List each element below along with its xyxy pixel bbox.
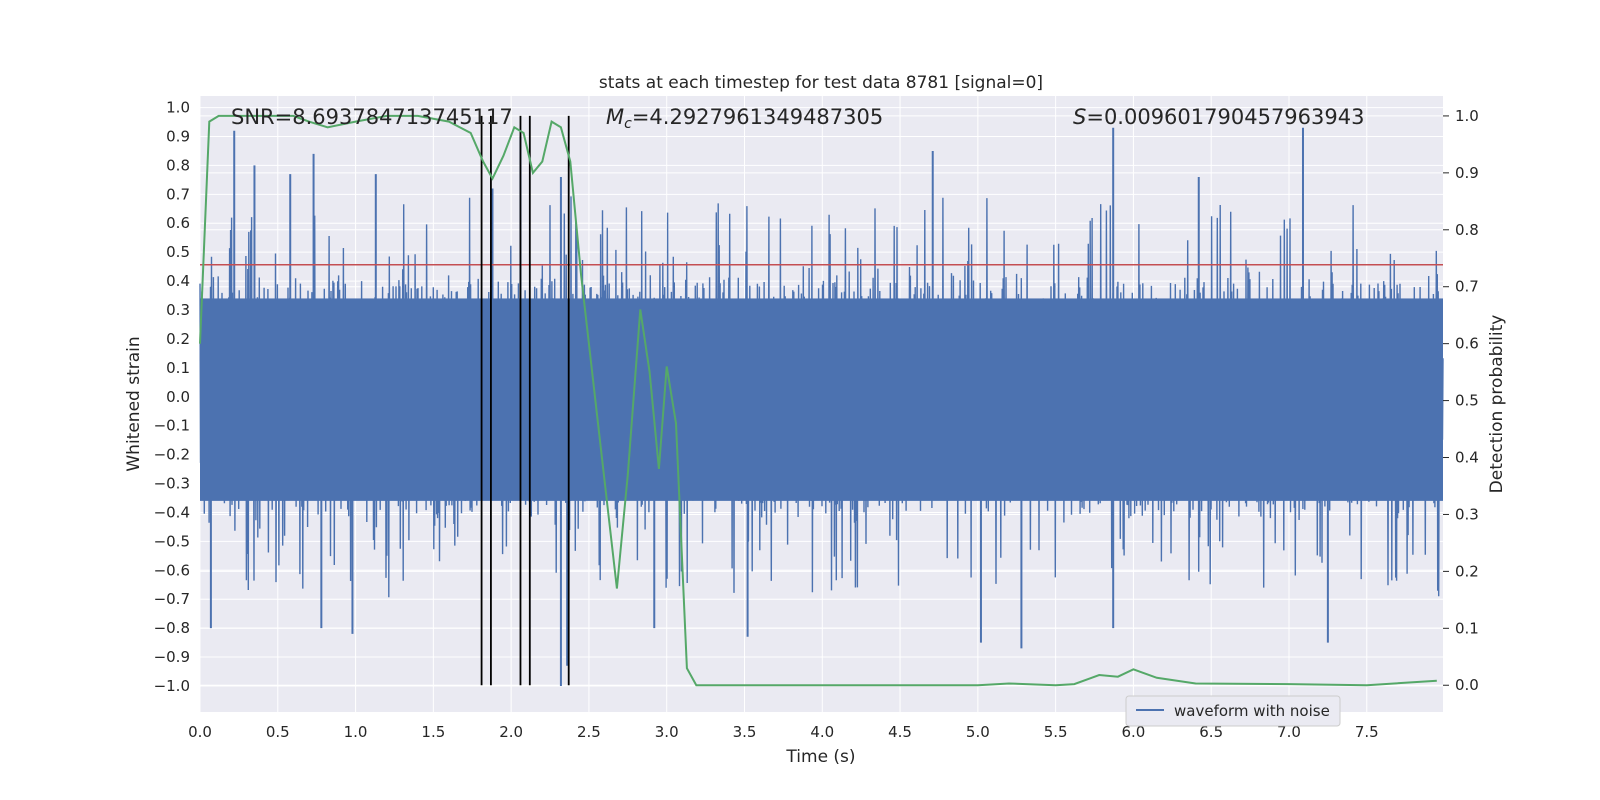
- waveform-series: [199, 127, 1444, 686]
- y-tick-label-left: −0.3: [154, 475, 190, 493]
- overlay-lines: [200, 115, 1443, 686]
- x-tick-label: 2.0: [499, 723, 523, 741]
- x-tick-label: 6.5: [1199, 723, 1223, 741]
- y-tick-label-right: 0.6: [1455, 335, 1479, 353]
- x-tick-label: 3.5: [733, 723, 757, 741]
- x-tick-label: 1.0: [344, 723, 368, 741]
- y-tick-label-left: 0.9: [166, 127, 190, 145]
- x-tick-label: 0.5: [266, 723, 290, 741]
- x-tick-label: 7.0: [1277, 723, 1301, 741]
- mc-symbol: M: [606, 105, 624, 129]
- y-tick-label-right: 0.2: [1455, 562, 1479, 580]
- probability-series: [199, 114, 1437, 687]
- y-tick-label-left: −0.6: [154, 561, 190, 579]
- y-tick-label-left: 1.0: [166, 99, 190, 117]
- legend-box: [1125, 695, 1341, 727]
- y-tick-label-left: −0.1: [154, 417, 190, 435]
- y-tick-label-left: 0.4: [166, 272, 190, 290]
- y-tick-label-left: −0.7: [154, 590, 190, 608]
- x-tick-label: 0.0: [188, 723, 212, 741]
- y-tick-label-left: −0.2: [154, 446, 190, 464]
- x-tick-label: 5.5: [1044, 723, 1068, 741]
- y-tick-label-right: 0.0: [1455, 676, 1479, 694]
- x-tick-label: 1.5: [421, 723, 445, 741]
- waveform-band: [200, 298, 1443, 501]
- x-axis-label: Time (s): [785, 747, 855, 767]
- y-tick-label-right: 0.8: [1455, 221, 1479, 239]
- y-tick-label-left: 0.3: [166, 301, 190, 319]
- y-tick-label-right: 0.9: [1455, 164, 1479, 182]
- chart-title: stats at each timestep for test data 878…: [599, 73, 1043, 93]
- legend-label: waveform with noise: [1174, 702, 1330, 720]
- s-annotation: S=0.009601790457963943: [1073, 105, 1364, 129]
- x-tick-label: 7.5: [1355, 723, 1379, 741]
- x-tick-label: 6.0: [1121, 723, 1145, 741]
- x-tick-label: 2.5: [577, 723, 601, 741]
- y-tick-label-left: 0.5: [166, 243, 190, 261]
- y-tick-label-right: 0.4: [1455, 449, 1479, 467]
- y-tick-label-left: −0.8: [154, 619, 190, 637]
- y-tick-label-left: 0.1: [166, 359, 190, 377]
- y-axis-label-left: Whitened strain: [124, 336, 144, 471]
- axis-ticks: 1.0 0.9 0.8 0.7 0.6 0.5 0.4 0.3 0.2 0.1 0.0 −0.1 −0.…: [154, 99, 1479, 741]
- mc-subscript: c: [624, 116, 632, 132]
- y-tick-label-left: 0.0: [166, 388, 190, 406]
- y-tick-label-left: 0.7: [166, 185, 190, 203]
- snr-annotation: SNR=8.693784713745117: [231, 105, 513, 129]
- mc-annotation: Mc=4.2927961349487305: [606, 105, 883, 132]
- y-tick-label-left: 0.2: [166, 330, 190, 348]
- mc-value: =4.2927961349487305: [632, 105, 883, 129]
- y-tick-label-left: −1.0: [154, 677, 190, 695]
- y-tick-label-right: 1.0: [1455, 107, 1479, 125]
- y-tick-label-left: 0.8: [166, 156, 190, 174]
- s-symbol: S: [1073, 105, 1086, 129]
- s-value: =0.009601790457963943: [1086, 105, 1364, 129]
- x-tick-label: 5.0: [966, 723, 990, 741]
- y-tick-label-left: 0.6: [166, 214, 190, 232]
- y-tick-label-right: 0.1: [1455, 619, 1479, 637]
- y-tick-label-left: −0.5: [154, 532, 190, 550]
- y-tick-label-left: −0.9: [154, 648, 190, 666]
- probability-line: [199, 114, 1437, 687]
- legend: waveform with noise: [1125, 695, 1341, 727]
- y-tick-label-right: 0.7: [1455, 278, 1479, 296]
- y-tick-label-left: −0.4: [154, 503, 190, 521]
- x-tick-label: 4.5: [888, 723, 912, 741]
- y-tick-label-right: 0.5: [1455, 392, 1479, 410]
- x-tick-label: 4.0: [810, 723, 834, 741]
- y-axis-label-right: Detection probability: [1487, 315, 1507, 494]
- y-tick-label-right: 0.3: [1455, 505, 1479, 523]
- x-tick-label: 3.0: [655, 723, 679, 741]
